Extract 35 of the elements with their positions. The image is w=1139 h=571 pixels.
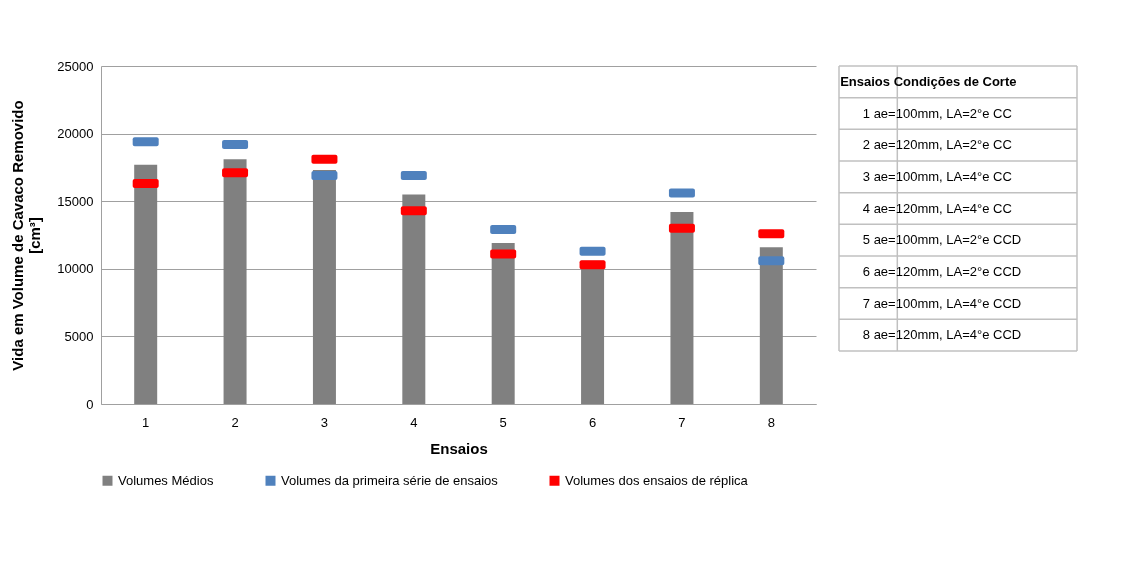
x-tick-label: 7	[678, 414, 686, 430]
legend-label: Volumes Médios	[118, 472, 214, 488]
bar	[402, 194, 426, 404]
text: 3 ae=100mm, LA=4°e CC	[862, 168, 1012, 184]
bar	[312, 170, 336, 404]
y-tick-label: 5000	[64, 328, 94, 344]
bar	[670, 212, 694, 404]
x-tick-label: 5	[499, 414, 507, 430]
y-tick-label: 10000	[57, 261, 94, 277]
y-axis-title: Vida em Volume de Cavaco Removido [cm³]	[9, 100, 44, 371]
text: 2 ae=120mm, LA=2°e CC	[862, 137, 1012, 153]
bar	[134, 164, 158, 404]
x-tick-label: 1	[142, 414, 150, 430]
y-tick-label: 0	[86, 396, 94, 412]
text: 5 ae=100mm, LA=2°e CCD	[862, 232, 1022, 248]
y-tick-label: 25000	[57, 58, 94, 74]
bar	[491, 243, 515, 404]
bar	[759, 247, 783, 404]
x-tick-label: 3	[320, 414, 329, 430]
legend-label: Volumes dos ensaios de réplica	[565, 472, 749, 488]
text: 7 ae=100mm, LA=4°e CCD	[862, 295, 1022, 311]
text: 8 ae=120mm, LA=4°e CCD	[862, 327, 1022, 343]
y-tick-label: 15000	[57, 193, 94, 209]
x-axis-title: Ensaios	[430, 439, 488, 457]
x-tick-label: 6	[588, 414, 597, 430]
y-tick-label: 20000	[57, 126, 94, 142]
text: 6 ae=120mm, LA=2°e CCD	[862, 263, 1022, 279]
x-tick-label: 4	[410, 414, 418, 430]
bar	[223, 159, 247, 404]
x-tick-label: 8	[767, 414, 775, 430]
x-tick-label: 2	[231, 414, 239, 430]
text: 1 ae=100mm, LA=2°e CC	[862, 105, 1012, 121]
text: 4 ae=120mm, LA=4°e CC	[862, 200, 1012, 216]
legend-label: Volumes da primeira série de ensaios	[281, 472, 499, 488]
text: Ensaios Condições de Corte	[840, 73, 1017, 89]
